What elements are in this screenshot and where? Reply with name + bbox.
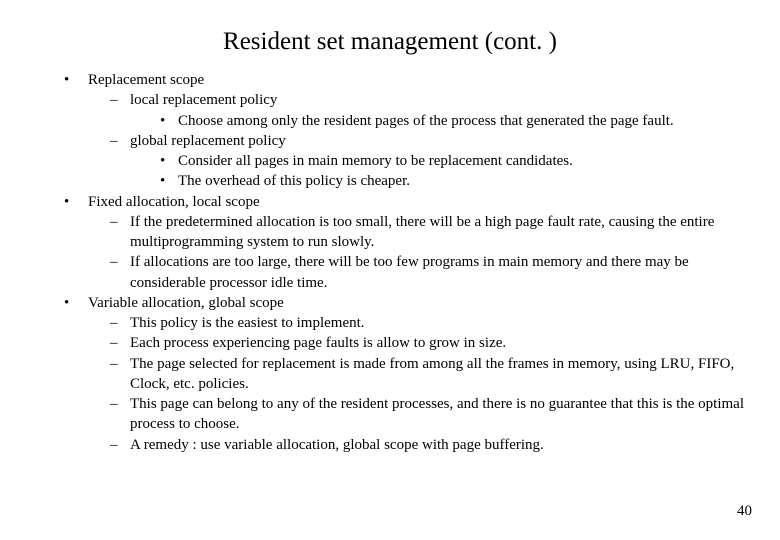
sub-item: If allocations are too large, there will… [108, 252, 752, 293]
sub-list: If the predetermined allocation is too s… [88, 212, 752, 293]
subsub-list: Choose among only the resident pages of … [130, 111, 752, 131]
subsub-item: Choose among only the resident pages of … [158, 111, 752, 131]
sub-text: global replacement policy [130, 133, 286, 149]
sub-text: local replacement policy [130, 92, 277, 108]
bullet-list: Replacement scope local replacement poli… [28, 70, 752, 455]
subsub-item: Consider all pages in main memory to be … [158, 151, 752, 171]
slide: Resident set management (cont. ) Replace… [0, 0, 780, 540]
bullet-text: Replacement scope [88, 72, 204, 88]
sub-item: This policy is the easiest to implement. [108, 313, 752, 333]
sub-list: This policy is the easiest to implement.… [88, 313, 752, 455]
sub-item: If the predetermined allocation is too s… [108, 212, 752, 253]
sub-list: local replacement policy Choose among on… [88, 90, 752, 191]
bullet-text: Variable allocation, global scope [88, 295, 284, 311]
subsub-list: Consider all pages in main memory to be … [130, 151, 752, 192]
sub-item: global replacement policy Consider all p… [108, 131, 752, 192]
sub-item: This page can belong to any of the resid… [108, 394, 752, 435]
bullet-text: Fixed allocation, local scope [88, 194, 260, 210]
subsub-item: The overhead of this policy is cheaper. [158, 171, 752, 191]
bullet-item: Fixed allocation, local scope If the pre… [58, 192, 752, 293]
bullet-item: Replacement scope local replacement poli… [58, 70, 752, 192]
slide-title: Resident set management (cont. ) [0, 0, 780, 70]
sub-item: Each process experiencing page faults is… [108, 333, 752, 353]
page-number: 40 [737, 503, 752, 520]
bullet-item: Variable allocation, global scope This p… [58, 293, 752, 455]
slide-content: Replacement scope local replacement poli… [0, 70, 780, 455]
sub-item: A remedy : use variable allocation, glob… [108, 435, 752, 455]
sub-item: local replacement policy Choose among on… [108, 90, 752, 131]
sub-item: The page selected for replacement is mad… [108, 354, 752, 395]
